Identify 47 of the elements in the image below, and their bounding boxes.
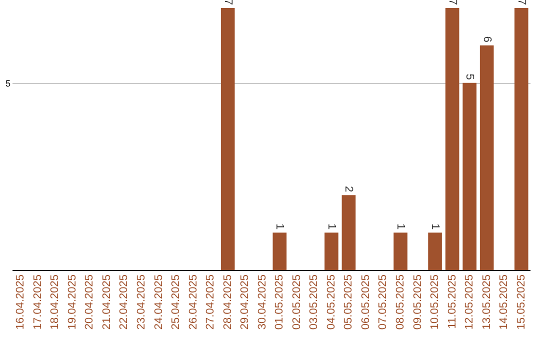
x-tick-label: 17.04.2025 bbox=[32, 274, 44, 330]
x-tick-label: 07.05.2025 bbox=[377, 274, 390, 330]
x-tick-label: 30.04.2025 bbox=[256, 274, 268, 330]
x-tick-label: 12.05.2025 bbox=[464, 274, 476, 330]
data-label: 1 bbox=[274, 223, 286, 230]
bar bbox=[514, 8, 528, 270]
x-tick-label: 02.05.2025 bbox=[290, 274, 303, 330]
x-tick-label: 23.04.2025 bbox=[136, 274, 148, 330]
x-tick-label: 27.04.2025 bbox=[204, 274, 217, 330]
x-tick-label: 21.04.2025 bbox=[100, 274, 113, 330]
data-label: 1 bbox=[325, 223, 338, 230]
x-tick-label: 18.04.2025 bbox=[49, 274, 62, 330]
data-label: 1 bbox=[429, 223, 442, 230]
x-tick-label: 08.05.2025 bbox=[394, 274, 406, 330]
x-tick-label: 06.05.2025 bbox=[360, 274, 372, 330]
x-tick-label: 25.04.2025 bbox=[170, 274, 182, 330]
x-tick-label: 28.04.2025 bbox=[222, 274, 234, 330]
bar bbox=[445, 8, 460, 270]
x-tick-label: 15.05.2025 bbox=[515, 274, 528, 330]
bar bbox=[462, 82, 476, 270]
bar bbox=[480, 45, 494, 270]
bar bbox=[272, 232, 287, 270]
bar bbox=[428, 232, 442, 270]
x-tick-label: 13.05.2025 bbox=[480, 274, 493, 330]
x-tick-label: 22.04.2025 bbox=[118, 274, 130, 330]
x-tick-label: 05.05.2025 bbox=[342, 274, 355, 330]
x-tick-label: 11.05.2025 bbox=[446, 274, 458, 329]
x-tick-label: 29.04.2025 bbox=[239, 274, 252, 330]
x-tick-label: 19.04.2025 bbox=[66, 274, 78, 330]
x-tick-label: 03.05.2025 bbox=[308, 274, 320, 330]
x-tick-label: 14.05.2025 bbox=[498, 274, 510, 330]
x-tick-label: 24.04.2025 bbox=[152, 274, 165, 330]
data-label: 5 bbox=[464, 74, 476, 80]
x-tick-label: 04.05.2025 bbox=[325, 274, 338, 330]
bar bbox=[324, 232, 338, 270]
x-tick-label: 10.05.2025 bbox=[429, 274, 442, 330]
x-tick-label: 26.04.2025 bbox=[187, 274, 200, 330]
bar bbox=[342, 195, 356, 270]
x-tick-label: 01.05.2025 bbox=[274, 274, 286, 330]
bar bbox=[220, 8, 235, 270]
x-tick-label: 16.04.2025 bbox=[14, 274, 27, 330]
data-label: 2 bbox=[342, 186, 355, 192]
bar bbox=[394, 232, 408, 270]
data-label: 6 bbox=[480, 36, 493, 42]
x-tick-label: 20.04.2025 bbox=[84, 274, 96, 330]
data-label: 1 bbox=[394, 223, 406, 230]
x-tick-label: 09.05.2025 bbox=[412, 274, 424, 330]
